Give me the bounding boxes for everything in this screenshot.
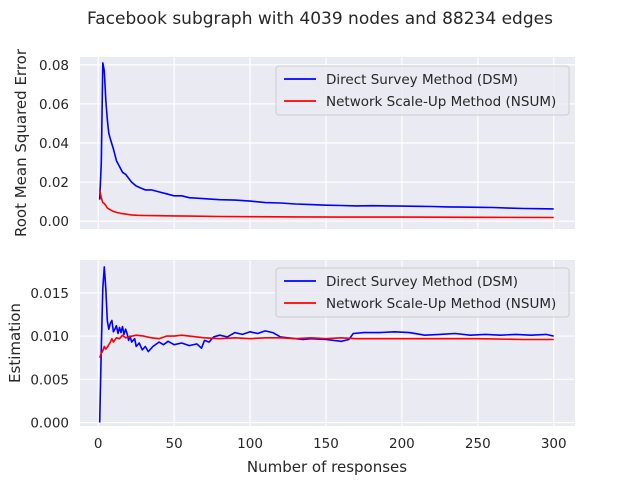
y-tick-label: 0.00 [39,214,69,230]
nsum-series-line [98,189,554,219]
dsm-series-line [98,266,554,423]
y-tick-label: 0.015 [30,286,69,302]
legend-box [275,65,570,116]
y-tick-label: 0.06 [39,97,69,113]
estimation-panel: 0.000 0.005 0.010 0.015 0 50 100 150 200 250 300 Es… [6,260,575,452]
y-axis-label: Estimation [6,303,24,383]
figure-title: Facebook subgraph with 4039 nodes and 88… [87,9,553,29]
y-tick-label: 0.04 [39,136,69,152]
x-tick-label: 50 [166,436,183,452]
x-axis-label: Number of responses [247,458,407,476]
x-tick-label: 0 [94,436,103,452]
nsum-series-line [98,334,554,358]
legend-label: Network Scale-Up Method (NSUM) [326,296,556,312]
legend-label: Network Scale-Up Method (NSUM) [326,94,556,110]
x-tick-label: 250 [465,436,491,452]
y-tick-label: 0.000 [30,416,69,432]
y-tick-label: 0.005 [30,372,69,388]
y-tick-label: 0.010 [30,329,69,345]
x-tick-label: 100 [237,436,263,452]
legend-label: Direct Survey Method (DSM) [326,72,518,88]
rmse-panel: 0.00 0.02 0.04 0.06 0.08 Root Mean Squared Er… [12,48,575,237]
y-tick-label: 0.08 [39,58,69,74]
y-tick-label: 0.02 [39,175,69,191]
x-tick-label: 150 [313,436,339,452]
x-tick-label: 200 [389,436,415,452]
dsm-series-line [98,62,554,210]
x-tick-label: 300 [541,436,567,452]
y-axis-label: Root Mean Squared Error [12,48,30,237]
legend-box [275,267,570,318]
legend-label: Direct Survey Method (DSM) [326,274,518,290]
